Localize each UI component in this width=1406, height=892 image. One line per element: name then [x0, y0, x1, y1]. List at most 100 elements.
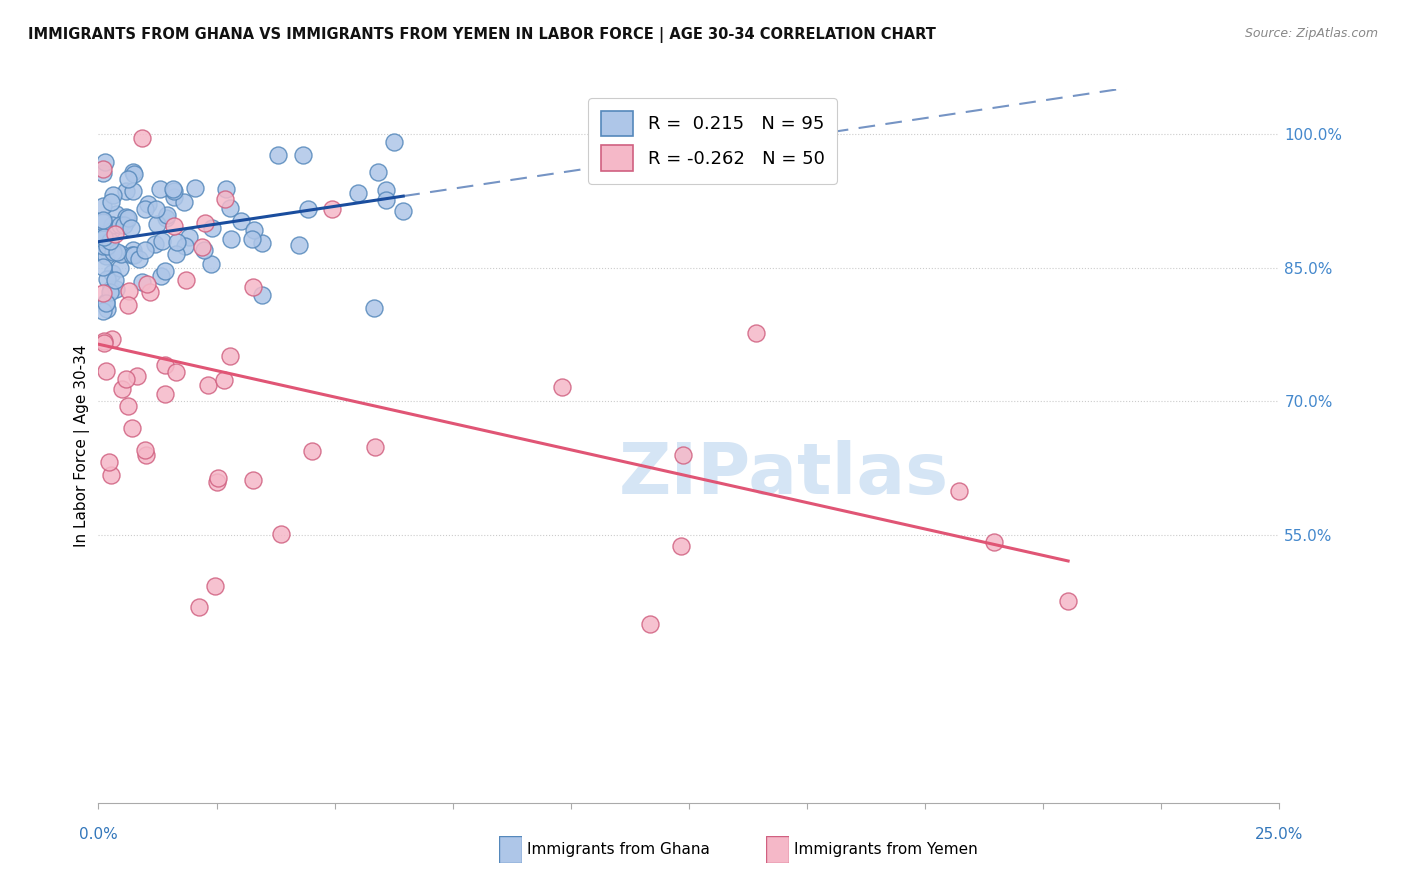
Point [94, 294, 117, 309]
Point [150, 234, 173, 248]
Point [983, 535, 1005, 549]
Point [187, 599, 209, 614]
Point [121, 248, 143, 262]
Point [288, 238, 311, 252]
Point [131, 276, 153, 290]
Text: Source: ZipAtlas.com: Source: ZipAtlas.com [1244, 27, 1378, 40]
Point [94, 154, 117, 169]
Point [153, 387, 176, 401]
Point [93, 334, 115, 348]
Point [145, 218, 167, 232]
Point [101, 219, 124, 233]
Text: Immigrants from Ghana: Immigrants from Ghana [527, 842, 710, 856]
Point [91, 232, 114, 246]
Point [91, 213, 114, 227]
Point [110, 218, 132, 232]
Point [375, 183, 398, 197]
Point [91, 304, 114, 318]
Point [91, 285, 114, 300]
Text: IMMIGRANTS FROM GHANA VS IMMIGRANTS FROM YEMEN IN LABOR FORCE | AGE 30-34 CORREL: IMMIGRANTS FROM GHANA VS IMMIGRANTS FROM… [28, 27, 936, 43]
Point [194, 216, 217, 230]
Point [135, 277, 157, 291]
Point [91, 239, 114, 253]
Point [669, 539, 692, 553]
Point [91, 198, 114, 212]
Point [321, 202, 343, 217]
Point [162, 182, 184, 196]
Point [120, 220, 142, 235]
Point [100, 282, 122, 296]
Point [134, 202, 156, 216]
Point [96, 239, 118, 253]
Point [94, 236, 117, 251]
Point [96, 301, 118, 316]
Point [104, 227, 127, 241]
Point [173, 194, 195, 209]
Point [364, 440, 387, 454]
Point [156, 208, 179, 222]
Point [96, 364, 118, 378]
Point [110, 247, 132, 261]
Point [115, 372, 138, 386]
Point [174, 239, 197, 253]
Point [270, 526, 292, 541]
Text: 0.0%: 0.0% [79, 827, 118, 841]
Point [105, 244, 128, 259]
Point [93, 236, 115, 251]
Point [191, 239, 214, 253]
Point [197, 378, 219, 392]
Point [184, 181, 207, 195]
Point [297, 202, 319, 216]
Point [98, 285, 121, 299]
Point [104, 273, 127, 287]
Point [163, 219, 186, 233]
Point [392, 203, 415, 218]
Point [201, 221, 224, 235]
Point [135, 448, 157, 462]
Point [252, 235, 274, 250]
Point [214, 192, 236, 206]
Point [143, 237, 166, 252]
Point [242, 474, 264, 488]
Point [125, 369, 148, 384]
Point [115, 184, 138, 198]
Point [97, 455, 120, 469]
Text: Immigrants from Yemen: Immigrants from Yemen [794, 842, 979, 856]
Point [100, 467, 122, 482]
Point [101, 332, 124, 346]
Point [117, 211, 139, 226]
Point [672, 448, 695, 462]
Point [166, 235, 188, 249]
Point [242, 279, 264, 293]
Legend: R =  0.215   N = 95, R = -0.262   N = 50: R = 0.215 N = 95, R = -0.262 N = 50 [588, 98, 837, 184]
Point [231, 214, 253, 228]
Point [115, 212, 138, 227]
Point [145, 202, 167, 216]
Point [153, 264, 176, 278]
Point [174, 273, 197, 287]
Point [219, 201, 242, 215]
Point [551, 380, 574, 394]
Y-axis label: In Labor Force | Age 30-34: In Labor Force | Age 30-34 [75, 344, 90, 548]
Point [179, 230, 201, 244]
Point [111, 382, 134, 396]
Point [250, 288, 273, 302]
Point [165, 365, 187, 379]
Point [100, 194, 122, 209]
Point [212, 373, 235, 387]
Point [91, 227, 114, 242]
Point [122, 243, 145, 257]
Point [114, 211, 136, 225]
Point [122, 248, 145, 262]
Point [240, 232, 263, 246]
Point [1057, 594, 1080, 608]
Text: 25.0%: 25.0% [1256, 827, 1303, 841]
Point [112, 219, 135, 233]
Point [638, 617, 661, 632]
Point [108, 261, 131, 276]
Point [367, 165, 389, 179]
Point [103, 188, 125, 202]
Point [101, 244, 124, 259]
Point [134, 442, 156, 457]
Point [149, 269, 172, 284]
